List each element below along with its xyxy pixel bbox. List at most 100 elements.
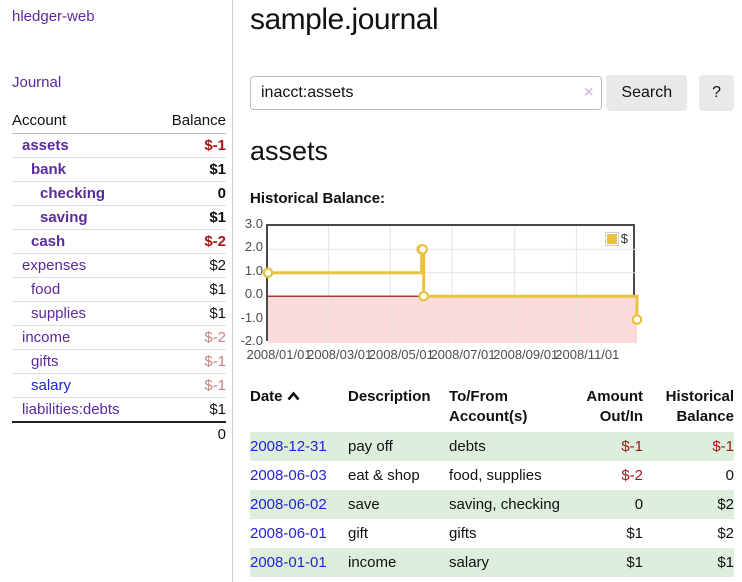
register-date: 2008-06-03 [250,461,348,490]
register-row[interactable]: 2008-06-01 gift gifts $1 $2 [250,519,734,548]
clear-search-icon[interactable]: × [584,84,594,101]
x-axis-tick-label: 2008/03/01 [307,347,373,362]
sort-asc-icon [287,388,300,408]
page-title: sample.journal [250,3,439,36]
data-point-marker [631,314,643,325]
register-header-description: Description [348,388,431,405]
legend-swatch-icon [604,231,619,246]
account-link-expenses[interactable]: expenses [22,257,87,274]
register-row[interactable]: 2008-12-31 pay off debts $-1 $-1 [250,431,734,461]
register-description: save [348,495,380,513]
account-balance: $-1 [154,373,226,398]
account-link-food[interactable]: food [31,281,61,298]
data-point-marker [417,244,428,255]
accounts-total-row: 0 [12,421,226,446]
register-table: Date Description To/From Account(s) Amou… [250,383,734,577]
y-axis-tick-label: 3.0 [244,216,263,231]
transaction-date-link[interactable]: 2008-12-31 [250,437,327,455]
app-title-link[interactable]: hledger-web [12,8,95,25]
main-content: sample.journal × Search ? assets Histori… [241,0,742,582]
register-header-balance: Historical Balance [665,388,734,426]
account-row: saving $1 [12,205,226,230]
chart-plot-area[interactable]: $ [262,224,643,343]
transaction-date-link[interactable]: 2008-01-01 [250,553,327,571]
account-link-checking[interactable]: checking [40,185,106,202]
account-link-salary[interactable]: salary [31,377,72,394]
register-date: 2008-06-02 [250,490,348,519]
account-link-assets[interactable]: assets [22,137,69,154]
register-accounts: gifts [449,524,477,542]
sidebar: hledger-web Journal Account Balance asse… [0,0,233,582]
search-row: × Search ? [250,75,734,111]
account-balance: $2 [154,253,226,278]
account-row: gifts $-1 [12,349,226,374]
account-link-cash[interactable]: cash [31,233,66,250]
register-accounts: debts [449,437,486,455]
register-accounts: saving, checking [449,495,560,513]
search-box: × [250,76,603,110]
account-balance: $1 [154,277,226,302]
register-balance: 0 [725,466,734,484]
search-button[interactable]: Search [606,75,688,111]
register-header-date[interactable]: Date [250,383,348,432]
accounts-header-balance: Balance [154,109,226,134]
y-axis-tick-label: 2.0 [244,239,263,255]
transaction-date-link[interactable]: 2008-06-02 [250,495,327,513]
register-amount: $-2 [621,466,644,484]
x-axis-tick-label: 2008/05/01 [368,347,434,362]
search-input[interactable] [250,76,603,110]
register-row[interactable]: 2008-01-01 income salary $1 $1 [250,547,734,577]
account-row: supplies $1 [12,301,226,326]
register-amount: $1 [626,553,644,571]
register-header-accounts: To/From Account(s) [449,388,528,426]
register-balance: $2 [717,495,734,513]
account-balance: 0 [154,181,226,206]
x-axis-tick-label: 2008/07/01 [430,347,496,362]
register-description: pay off [348,437,393,455]
register-date: 2008-01-01 [250,548,348,577]
account-row: assets $-1 [12,134,226,158]
accounts-table: Account Balance assets $-1 bank $1 checking 0… [12,109,226,446]
register-balance: $1 [717,553,734,571]
chart-title: Historical Balance: [250,190,386,207]
register-description: eat & shop [348,466,420,484]
register-date: 2008-12-31 [250,432,348,461]
account-balance: $1 [154,397,226,422]
account-balance: $-1 [204,137,226,154]
register-header-amount: Amount Out/In [586,388,644,426]
account-balance: $1 [154,301,226,326]
transaction-date-link[interactable]: 2008-06-01 [250,524,327,542]
account-balance: $1 [154,157,226,182]
account-balance: $-1 [154,349,226,374]
register-row[interactable]: 2008-06-03 eat & shop food, supplies $-2 0 [250,461,734,490]
account-link-supplies[interactable]: supplies [31,305,87,322]
legend-label: $ [620,231,628,246]
account-heading: assets [250,136,329,166]
chart-canvas [262,226,643,343]
chart-legend: $ [604,231,628,246]
y-axis-tick-label: 0.0 [244,286,263,302]
register-balance: $-1 [712,437,734,455]
account-balance: $1 [154,205,226,230]
register-balance: $2 [717,524,734,542]
account-row: salary $-1 [12,373,226,398]
register-date: 2008-06-01 [250,519,348,548]
data-point-marker [262,267,274,279]
register-amount: $-1 [621,437,644,455]
help-button[interactable]: ? [699,75,734,111]
y-axis-tick-label: 1.0 [244,262,263,278]
historical-balance-chart: $ 3.0 2.0 1.0 0.0 -1.0 -2.0 2008/01/01 2008/03… [238,216,643,366]
account-row: checking 0 [12,181,226,206]
x-axis-tick-label: 2008/11/01 [555,347,620,362]
account-link-bank[interactable]: bank [31,161,67,178]
register-row[interactable]: 2008-06-02 save saving, checking 0 $2 [250,489,734,519]
x-axis-tick-label: 2008/01/01 [246,347,312,362]
account-link-income[interactable]: income [22,329,71,346]
account-link-gifts[interactable]: gifts [31,353,59,370]
sidebar-item-journal[interactable]: Journal [12,74,62,91]
transaction-date-link[interactable]: 2008-06-03 [250,466,327,484]
register-amount: $1 [626,524,644,542]
account-link-saving[interactable]: saving [40,209,88,226]
data-point-marker [418,290,429,302]
account-link-liabilities-debts[interactable]: liabilities:debts [22,401,120,418]
